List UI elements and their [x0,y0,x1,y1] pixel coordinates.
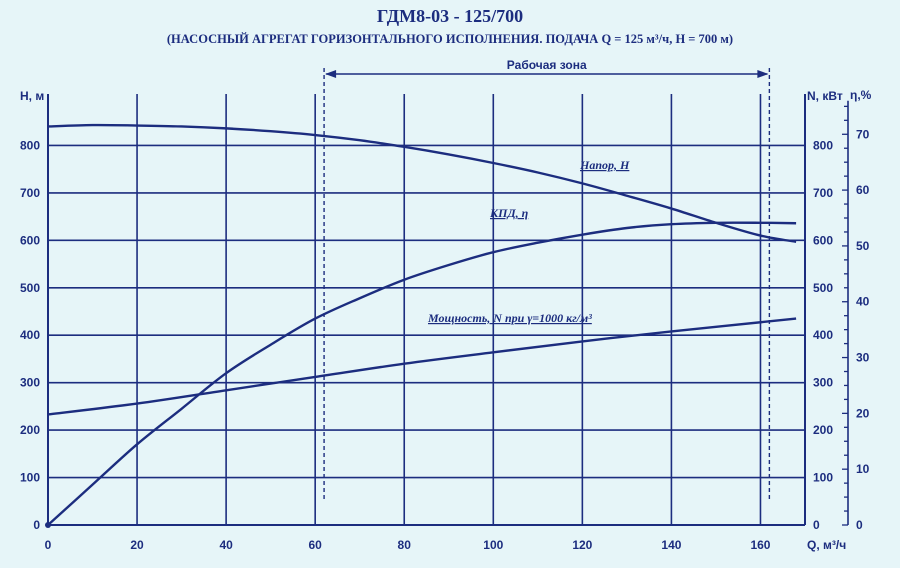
x-tick-label: 80 [398,538,412,552]
head-curve-label: Напор, Н [579,158,630,172]
efficiency-tick-label: 10 [856,462,870,476]
efficiency-tick-label: 60 [856,183,870,197]
x-tick-label: 120 [572,538,592,552]
y-right-tick-label: 600 [813,233,833,247]
work-zone-label: Рабочая зона [507,58,587,72]
efficiency-tick-label: 20 [856,406,870,420]
y-right-tick-label: 500 [813,281,833,295]
x-tick-label: 140 [661,538,681,552]
y-right-tick-label: 0 [813,518,820,532]
efficiency-curve [47,221,797,526]
efficiency-tick-label: 40 [856,295,870,309]
efficiency-tick-label: 50 [856,239,870,253]
x-tick-label: 20 [130,538,144,552]
head-curve [47,123,797,243]
efficiency-origin-point [45,522,51,528]
y-left-tick-label: 800 [20,138,40,152]
work-zone-arrow-right [757,70,769,78]
y-right-tick-label: 400 [813,328,833,342]
efficiency-tick-label: 30 [856,351,870,365]
efficiency-tick-label: 70 [856,127,870,141]
y-left-tick-label: 100 [20,471,40,485]
y-left-tick-label: 300 [20,376,40,390]
x-axis-label: Q, м³/ч [807,538,846,552]
y-right-tick-label: 700 [813,186,833,200]
power-curve-label: Мощность, N при γ=1000 кг/м³ [427,311,592,325]
power-curve [47,317,797,416]
y-right-tick-label: 100 [813,471,833,485]
x-tick-label: 60 [308,538,322,552]
y-left-axis-label: Н, м [20,89,44,103]
x-tick-label: 160 [750,538,770,552]
y-right-tick-label: 800 [813,138,833,152]
x-tick-label: 100 [483,538,503,552]
y-left-tick-label: 700 [20,186,40,200]
y-right-tick-label: 200 [813,423,833,437]
efficiency-axis-label: η,% [850,88,872,102]
efficiency-tick-label: 0 [856,518,863,532]
y-left-tick-label: 600 [20,233,40,247]
chart-subtitle: (НАСОСНЫЙ АГРЕГАТ ГОРИЗОНТАЛЬНОГО ИСПОЛН… [166,32,734,46]
y-left-tick-label: 500 [20,281,40,295]
x-tick-label: 0 [45,538,52,552]
work-zone-arrow-left [325,70,337,78]
x-tick-label: 40 [219,538,233,552]
efficiency-curve-label: КПД, η [489,206,529,220]
y-left-tick-label: 400 [20,328,40,342]
y-left-tick-label: 200 [20,423,40,437]
y-left-tick-label: 0 [33,518,40,532]
chart-title: ГДМ8-03 - 125/700 [376,6,524,26]
y-right-axis-label: N, кВт [807,89,843,103]
y-right-tick-label: 300 [813,376,833,390]
